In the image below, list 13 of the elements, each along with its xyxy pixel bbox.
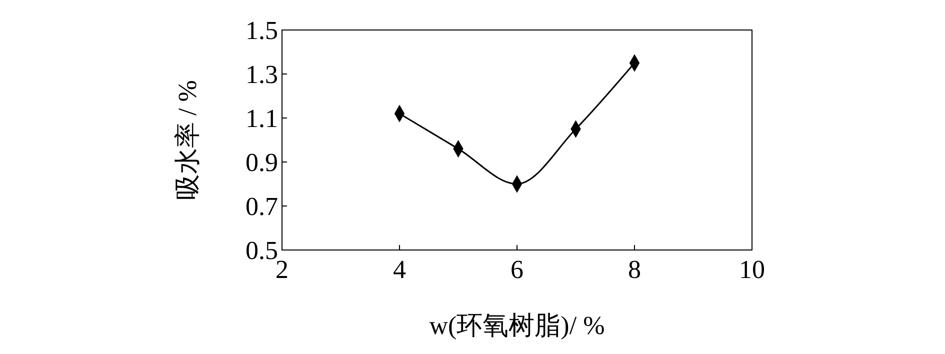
y-tick-label: 0.7: [246, 192, 278, 221]
x-axis-title: w(环氧树脂)/ %: [429, 311, 605, 340]
y-tick-label: 0.9: [246, 148, 278, 177]
x-tick-label: 6: [510, 255, 524, 284]
y-tick-label: 1.1: [246, 104, 278, 133]
y-axis-title: 吸水率 / %: [173, 80, 202, 200]
y-tick-label: 1.5: [246, 16, 278, 45]
x-tick-label: 4: [393, 255, 406, 284]
x-tick-label: 10: [739, 255, 765, 284]
x-tick-label: 8: [628, 255, 641, 284]
x-tick-label: 2: [276, 255, 288, 284]
y-tick-label: 1.3: [246, 60, 278, 89]
y-tick-label: 0.5: [246, 236, 278, 265]
